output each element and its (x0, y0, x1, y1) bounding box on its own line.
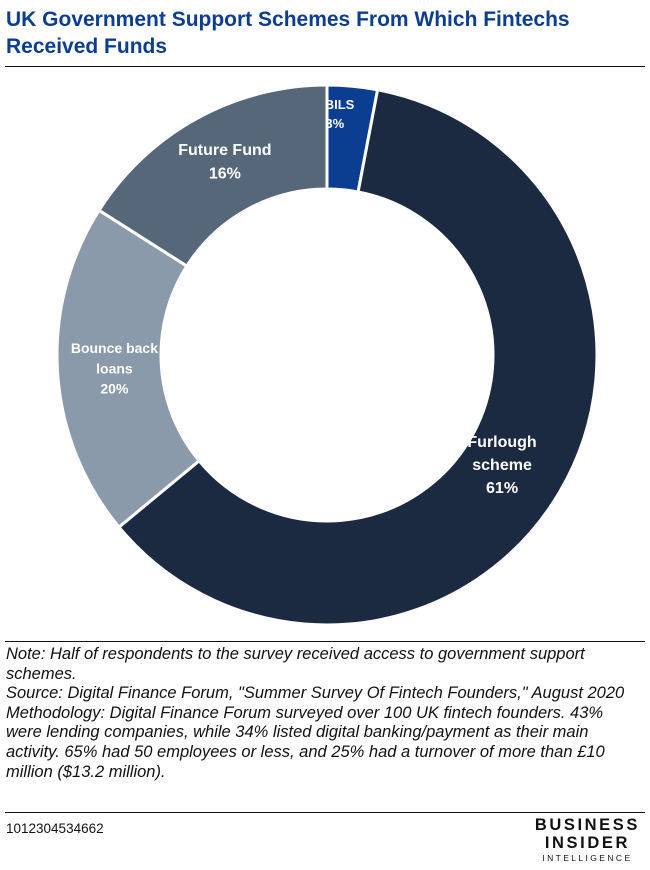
slice-bounce-back-loans (55, 208, 202, 530)
source-text: Source: Digital Finance Forum, "Summer S… (6, 684, 625, 703)
donut-chart: CBILS 3%Furlough scheme 61%Bounce back loans… (55, 83, 599, 627)
chart-title: UK Government Support Schemes From Which… (6, 8, 570, 58)
top-divider (5, 66, 645, 67)
logo-line-business: BUSINESS (534, 816, 640, 834)
notes-divider (5, 641, 645, 642)
label-furlough-scheme: Furlough scheme 61% (467, 434, 536, 497)
chart-id: 1012304534662 (6, 821, 104, 836)
label-bounce-back-loans: Bounce back loans 20% (71, 340, 158, 397)
slice-future-fund (96, 83, 329, 269)
label-future-fund: Future Fund 16% (178, 142, 271, 182)
chart-notes: Note: Half of respondents to the survey … (6, 645, 642, 782)
note-text: Note: Half of respondents to the survey … (6, 645, 585, 683)
logo-line-intelligence: INTELLIGENCE (542, 853, 633, 863)
business-insider-logo: BUSINESS INSIDER INTELLIGENCE (535, 816, 640, 864)
footer-divider (5, 812, 645, 813)
logo-line-insider: INSIDER (544, 834, 630, 852)
methodology-text: Methodology: Digital Finance Forum surve… (6, 703, 605, 781)
slice-furlough-scheme (116, 88, 599, 627)
